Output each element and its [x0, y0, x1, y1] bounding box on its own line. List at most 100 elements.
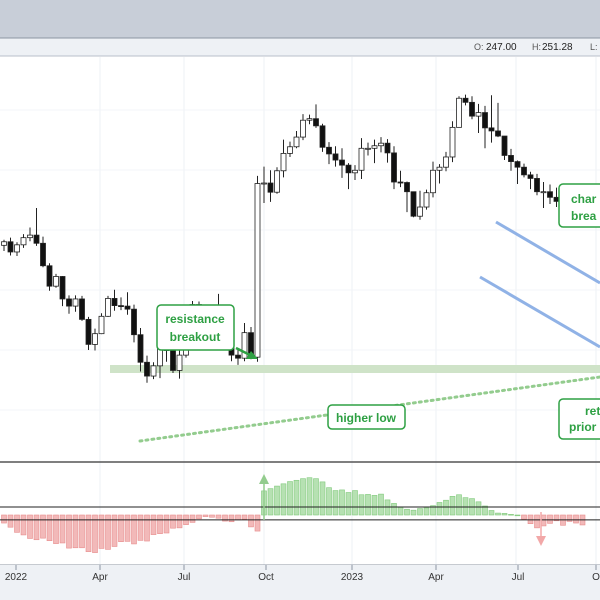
- candle: [300, 114, 306, 141]
- histogram-bar: [241, 514, 248, 520]
- candle: [436, 164, 443, 184]
- resistance-label-line1: resistance: [165, 312, 225, 326]
- histogram-bar: [501, 513, 508, 516]
- candle: [79, 295, 85, 321]
- candle: [59, 275, 66, 307]
- histogram-bar: [378, 493, 384, 516]
- candle: [430, 161, 436, 198]
- histogram-bar: [287, 481, 293, 516]
- open-value: 247.00: [486, 42, 517, 53]
- histogram-bar: [124, 514, 131, 542]
- arrow-right-icon: [235, 346, 258, 359]
- histogram-bar: [1, 514, 7, 524]
- histogram-bar: [215, 514, 222, 519]
- candle: [417, 190, 423, 220]
- histogram-bar: [456, 494, 462, 516]
- candle: [495, 102, 501, 138]
- candle: [326, 142, 332, 165]
- candle: [313, 104, 319, 128]
- histogram-bar: [488, 510, 495, 516]
- candle: [391, 146, 397, 190]
- candle: [254, 175, 261, 362]
- histogram-bar: [209, 514, 215, 518]
- histogram-bar: [46, 514, 53, 542]
- candle: [339, 148, 345, 178]
- histogram-bar: [300, 478, 306, 516]
- high-label: H:: [532, 42, 541, 52]
- histogram-bar: [423, 507, 430, 516]
- histogram-bar: [202, 514, 209, 517]
- histogram-bar: [27, 514, 33, 539]
- candle: [527, 171, 534, 190]
- candle: [267, 170, 274, 202]
- histogram-bar: [339, 489, 345, 516]
- histogram-bar: [176, 514, 183, 529]
- candle: [488, 95, 495, 143]
- candle: [456, 96, 462, 128]
- candle: [14, 242, 20, 257]
- candle: [131, 304, 137, 343]
- histogram-bar: [566, 514, 573, 522]
- histogram-bar: [521, 514, 527, 520]
- candle: [371, 139, 378, 164]
- resistance-label-line2: breakout: [170, 330, 221, 344]
- histogram-bar: [410, 509, 417, 516]
- x-tick-label: Oct: [258, 572, 274, 583]
- arrow-up-icon: [259, 474, 269, 520]
- candle: [469, 96, 475, 120]
- candle: [397, 170, 404, 188]
- histogram-bar: [430, 505, 436, 516]
- histogram-bar: [248, 514, 254, 528]
- histogram-bar: [365, 494, 371, 516]
- histogram-bar: [475, 501, 482, 516]
- resistance-zone: [110, 365, 600, 373]
- histogram-bar: [144, 514, 150, 542]
- candle: [85, 316, 92, 351]
- histogram-bar: [495, 512, 501, 516]
- candle: [261, 166, 267, 203]
- x-tick-label: O: [592, 572, 600, 583]
- histogram-bar: [33, 514, 40, 541]
- candle: [105, 295, 111, 317]
- candle: [118, 297, 124, 311]
- channel-breakout-callout: char brea: [558, 183, 600, 228]
- candle: [20, 234, 27, 248]
- candle: [521, 163, 527, 178]
- candle: [27, 227, 33, 242]
- histogram-bar: [14, 514, 20, 533]
- histogram-bar: [53, 514, 59, 544]
- candle: [274, 167, 280, 194]
- histogram-bar: [352, 490, 358, 516]
- histogram-bar: [137, 514, 144, 541]
- histogram-bar: [150, 514, 157, 535]
- candle: [53, 273, 59, 288]
- histogram-bar: [20, 514, 27, 536]
- histogram-bar: [170, 514, 176, 529]
- x-tick-label: 2023: [341, 572, 364, 583]
- histogram-bar: [573, 514, 579, 524]
- candle: [358, 138, 365, 179]
- candle: [1, 239, 7, 251]
- candle: [72, 295, 79, 312]
- histogram-bar: [319, 481, 326, 516]
- channel-label-line2: brea: [571, 209, 597, 223]
- histogram-bar: [306, 477, 313, 516]
- x-tick-label: Apr: [92, 572, 108, 583]
- histogram-bar: [553, 514, 560, 522]
- histogram-bar: [40, 514, 46, 539]
- x-tick-label: Jul: [178, 572, 191, 583]
- open-label: O:: [474, 42, 484, 52]
- candle: [241, 322, 248, 362]
- candle: [40, 236, 46, 268]
- candle: [92, 328, 98, 351]
- candle: [111, 289, 118, 311]
- candle: [306, 114, 313, 125]
- histogram-bar: [235, 514, 241, 521]
- candle: [540, 182, 547, 209]
- momentum-histogram: [0, 477, 600, 553]
- histogram-bar: [397, 506, 404, 516]
- candle: [378, 137, 384, 153]
- high-value: 251.28: [542, 42, 573, 53]
- histogram-bar: [267, 488, 274, 516]
